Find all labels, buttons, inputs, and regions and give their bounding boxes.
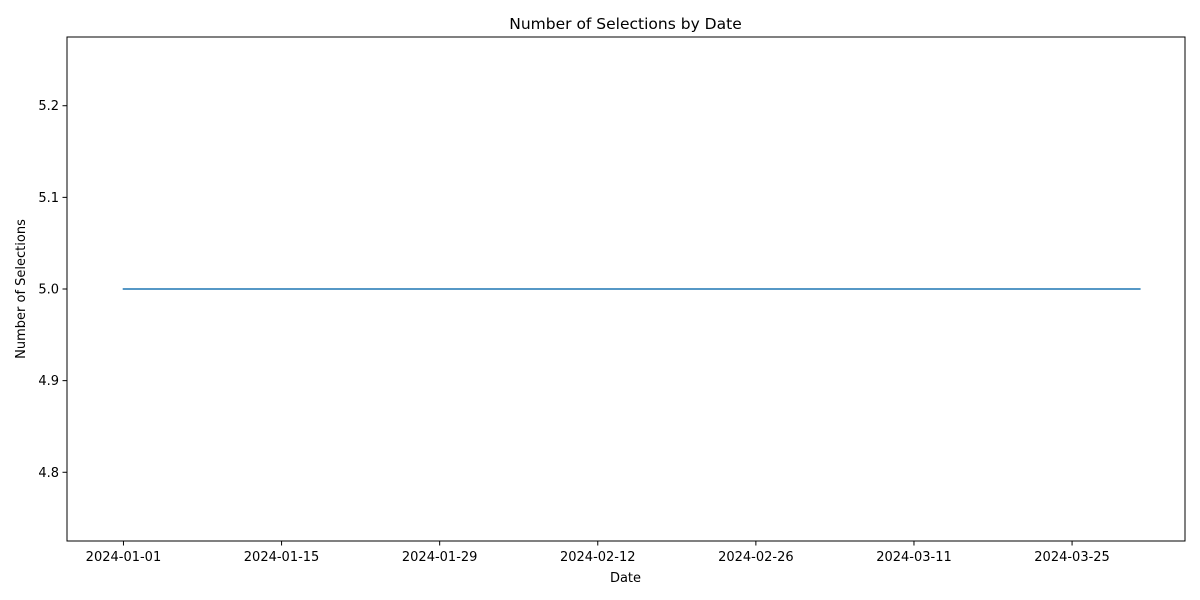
x-tick-label: 2024-03-11 (876, 550, 952, 565)
x-tick-label: 2024-02-26 (718, 550, 794, 565)
x-tick-label: 2024-01-29 (402, 550, 478, 565)
x-tick-label: 2024-01-01 (86, 550, 162, 565)
x-tick-label: 2024-02-12 (560, 550, 636, 565)
y-tick-label: 5.1 (38, 191, 59, 206)
y-tick-label: 5.0 (38, 283, 59, 298)
x-axis-label: Date (610, 571, 641, 586)
x-tick-label: 2024-03-25 (1034, 550, 1110, 565)
y-tick-label: 4.9 (38, 374, 59, 389)
y-axis-label: Number of Selections (14, 219, 29, 359)
y-tick-label: 4.8 (38, 466, 59, 481)
chart-title: Number of Selections by Date (509, 15, 741, 33)
y-tick-label: 5.2 (38, 99, 59, 114)
x-axis: 2024-01-01 2024-01-15 2024-01-29 2024-02-12… (86, 541, 1110, 565)
y-axis: 4.8 4.9 5.0 5.1 5.2 (38, 99, 67, 481)
x-tick-label: 2024-01-15 (244, 550, 320, 565)
